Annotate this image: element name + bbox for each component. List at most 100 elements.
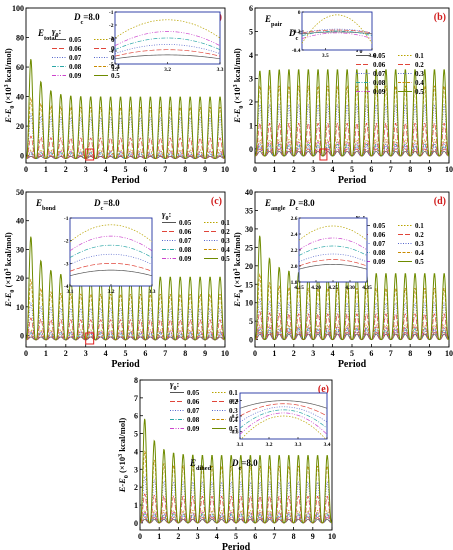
inset-y-tick-label: 0 <box>298 10 301 16</box>
y-tick-label: 25 <box>245 243 253 252</box>
series-group <box>26 236 225 341</box>
energy-label-part: E <box>264 14 271 24</box>
y-axis-label-part: 3 <box>4 84 10 87</box>
dc-label-part: c <box>101 205 104 212</box>
y-tick-label: 60 <box>16 63 24 72</box>
legend-entry-0.09: 0.09 <box>373 258 386 266</box>
legend-entry-0.08: 0.08 <box>187 416 200 424</box>
legend-entry-0.08: 0.08 <box>69 63 82 71</box>
y-axis-label-part: kcal/mol) <box>232 232 242 268</box>
y-tick-label: 2 <box>134 483 138 492</box>
y-axis-label-part: 3 <box>233 268 239 271</box>
series-line-b-gamma-0.4 <box>255 85 449 157</box>
inset-x-tick-label: 3.3 <box>295 442 302 448</box>
series-group <box>255 69 449 157</box>
dc-label-part: =8.0 <box>241 458 258 468</box>
legend-entry-0.5: 0.5 <box>221 255 230 263</box>
energy-label: Edihed <box>189 458 212 472</box>
legend-entry-0.1: 0.1 <box>415 52 424 60</box>
series-line-e-gamma-0.08 <box>140 513 332 524</box>
legend-entry-0.2: 0.2 <box>415 231 424 239</box>
legend-entry-0.4: 0.4 <box>229 416 238 424</box>
legend-title-part: 0 <box>360 49 363 55</box>
legend-entry-0.3: 0.3 <box>415 70 424 78</box>
x-tick-label: 8 <box>292 532 296 541</box>
y-axis-label-part: kcal/mol) <box>3 48 13 84</box>
x-tick-label: 3 <box>84 165 88 174</box>
inset-y-tick-label: -0.4 <box>230 399 239 405</box>
y-tick-label: 40 <box>16 217 24 226</box>
y-axis-label-part: (×10 <box>232 87 242 105</box>
y-tick-label: 10 <box>16 303 24 312</box>
legend-title-part: : <box>363 212 366 222</box>
inset-x-tick-label: 3.2 <box>266 442 273 448</box>
inset-x-tick-label: 3.5 <box>322 53 329 59</box>
series-line-e-gamma-0.5 <box>140 418 332 524</box>
dc-label-part: D <box>288 28 296 38</box>
dc-label-part: D <box>73 12 81 22</box>
inset-line-c-gamma-0.08 <box>70 244 152 258</box>
x-axis-label: Period <box>111 175 140 186</box>
dc-label-part: =8.0 <box>83 12 100 22</box>
zoom-marker <box>85 332 95 345</box>
inset-line-d-gamma-0.05 <box>299 264 367 270</box>
series-group <box>255 235 449 341</box>
inset-y-tick-label: -1 <box>109 10 114 16</box>
x-tick-label: 5 <box>350 349 354 358</box>
series-line-c-gamma-0.08 <box>26 332 225 341</box>
x-tick-label: 0 <box>24 165 28 174</box>
series-line-d-gamma-0.2 <box>255 311 449 340</box>
y-tick-label: 0 <box>249 336 253 345</box>
x-tick-label: 6 <box>143 349 147 358</box>
series-line-a-gamma-0.09 <box>26 150 225 159</box>
dc-label: Dc=8.0 <box>93 198 120 212</box>
inset-line-b-gamma-0.07 <box>302 28 372 34</box>
inset-line-c-gamma-0.07 <box>70 253 152 265</box>
legend-entry-0.09: 0.09 <box>179 255 192 263</box>
x-tick-label: 7 <box>389 349 393 358</box>
inset-line-d-gamma-0.08 <box>299 245 367 256</box>
y-axis-label-part: (×10 <box>3 87 13 105</box>
dc-label: Dc=8.0 <box>73 12 100 26</box>
series-line-d-gamma-0.3 <box>255 297 449 340</box>
y-tick-label: 40 <box>16 93 24 102</box>
inset-line-d-gamma-0.07 <box>299 253 367 263</box>
y-axis-label-part: 3 <box>233 84 239 87</box>
series-line-d-gamma-0.06 <box>255 331 449 340</box>
panel-label: (c) <box>211 196 222 207</box>
x-tick-label: 3 <box>311 165 315 174</box>
x-tick-label: 2 <box>292 165 296 174</box>
y-tick-label: 3 <box>134 465 138 474</box>
y-tick-label: 6 <box>134 412 138 421</box>
inset-y-tick-label: -0.2 <box>292 29 301 35</box>
legend-entry-0.1: 0.1 <box>229 389 238 397</box>
legend-entry-0.5: 0.5 <box>111 72 120 80</box>
legend-entry-0.07: 0.07 <box>69 54 82 62</box>
dc-label-part: D <box>288 198 296 208</box>
inset-line-c-gamma-0.06 <box>70 262 152 272</box>
inset-x-tick-label: 3.6 <box>369 53 376 59</box>
x-tick-label: 4 <box>104 165 108 174</box>
legend-entry-0.09: 0.09 <box>373 88 386 96</box>
legend-entry-0.2: 0.2 <box>229 398 238 406</box>
inset-series-group <box>302 14 372 44</box>
inset-series-group <box>299 225 367 270</box>
energy-label: Ebond <box>35 198 56 212</box>
y-axis-label-part: E-E <box>232 292 242 308</box>
x-tick-label: 9 <box>203 349 207 358</box>
legend-title: γ0: <box>170 379 180 392</box>
zoom-marker <box>319 148 328 161</box>
dc-label: Dc=8.0 <box>288 198 315 212</box>
energy-label-part: total <box>44 35 56 42</box>
energy-label-part: dihed <box>196 465 212 472</box>
series-line-b-gamma-0.09 <box>255 141 449 157</box>
x-tick-label: 1 <box>272 349 276 358</box>
inset-y-tick-label: 2.4 <box>291 232 298 238</box>
inset-line-e-gamma-0.1 <box>240 415 327 439</box>
legend-title-part: 0 <box>166 216 169 222</box>
y-tick-label: 0 <box>20 332 24 341</box>
inset-x-tick-label: 4.25 <box>328 285 338 291</box>
y-tick-label: 30 <box>16 245 24 254</box>
